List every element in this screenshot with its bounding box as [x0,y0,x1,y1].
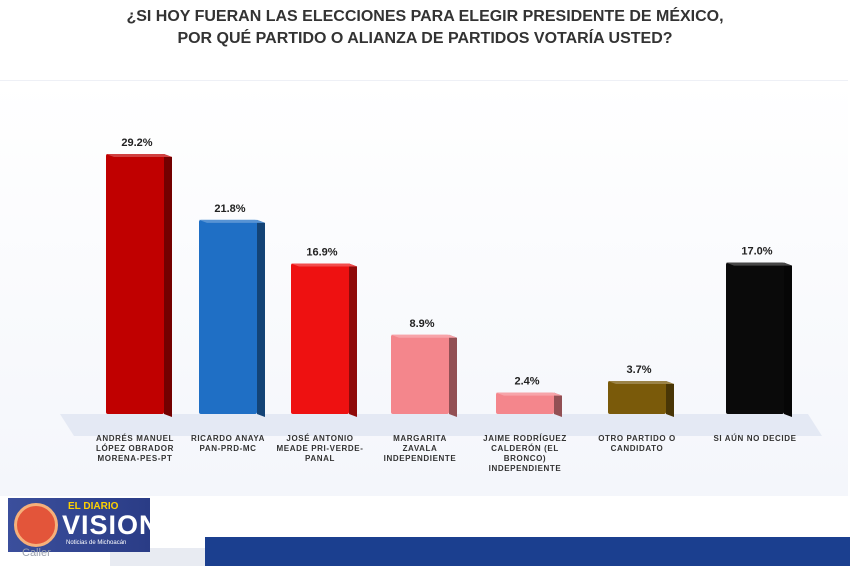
bar-3 [291,263,357,417]
bar-front [726,262,784,414]
bar-front [106,154,164,414]
value-label-3: 16.9% [306,247,337,259]
category-label-6: OTRO PARTIDO O CANDIDATO [598,434,676,453]
bar-top [106,154,172,157]
value-label-2: 21.8% [214,203,245,215]
bar-side [257,219,265,417]
category-label-4: MARGARITA ZAVALA INDEPENDIENTE [384,434,457,463]
value-label-5: 2.4% [514,376,539,388]
bar-side [666,381,674,417]
category-label-2: RICARDO ANAYA PAN-PRD-MC [191,434,265,453]
bar-front [199,219,257,414]
bar-top [291,263,357,267]
chart-panel: 29.2% ANDRÉS MANUEL LÓPEZ OBRADOR MORENA-PE… [0,80,848,496]
footer-band-light [110,548,220,566]
bar-1 [106,154,172,417]
chart-title: ¿SI HOY FUERAN LAS ELECCIONES PARA ELEGI… [0,6,850,50]
bar-side [784,262,792,417]
diario-vision-logo: EL DIARIO VISION Noticias de Michoacán [8,498,159,552]
bar-top [726,262,792,266]
bar-side [449,334,457,417]
bar-front [291,263,349,414]
bar-side [349,263,357,417]
bar-side [164,154,172,417]
value-label-1: 29.2% [121,137,152,149]
bar-7 [726,262,792,417]
bar-4 [391,334,457,417]
logo-small-text: EL DIARIO [68,501,119,512]
logo-big-text: VISION [62,510,160,540]
value-label-4: 8.9% [409,318,434,330]
bar-2 [199,219,265,417]
bar-chart: 29.2% ANDRÉS MANUEL LÓPEZ OBRADOR MORENA-PE… [60,137,822,473]
bar-6 [608,381,674,417]
bar-front [391,334,449,414]
value-label-6: 3.7% [626,364,651,376]
bar-top [391,334,457,338]
category-label-7: SI AÚN NO DECIDE [713,434,796,443]
footer-band [205,537,850,566]
bar-front [608,381,666,414]
bar-side [554,392,562,417]
logo-emblem-icon [14,503,58,547]
value-label-7: 17.0% [741,246,772,258]
chart-title-line-2: POR QUÉ PARTIDO O ALIANZA DE PARTIDOS VO… [177,30,673,47]
category-label-1: ANDRÉS MANUEL LÓPEZ OBRADOR MORENA-PES-PT [96,434,174,463]
bar-top [199,219,265,223]
category-label-5: JAIME RODRÍGUEZ CALDERÓN (EL BRONCO) INDEPE… [483,434,567,473]
bar-top [608,381,674,385]
category-label-3: JOSÉ ANTONIO MEADE PRI-VERDE-PANAL [277,434,364,463]
logo-tagline: Noticias de Michoacán [66,540,127,546]
chart-floor [60,414,822,436]
bar-front [496,392,554,414]
bar-top [496,392,562,396]
bar-5 [496,392,562,417]
source-caption: Caller [22,547,51,559]
chart-title-line-1: ¿SI HOY FUERAN LAS ELECCIONES PARA ELEGI… [126,8,724,25]
